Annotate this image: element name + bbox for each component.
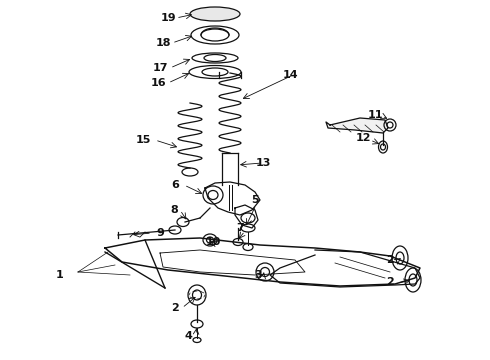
Text: 2: 2 <box>171 303 179 313</box>
Text: 9: 9 <box>156 228 164 238</box>
Text: 5: 5 <box>251 195 259 205</box>
Text: 1: 1 <box>56 270 64 280</box>
Text: 10: 10 <box>205 237 221 247</box>
Text: 2: 2 <box>386 277 394 287</box>
Text: 14: 14 <box>282 70 298 80</box>
Text: 13: 13 <box>255 158 270 168</box>
Text: 17: 17 <box>152 63 168 73</box>
Text: 8: 8 <box>170 205 178 215</box>
Text: 6: 6 <box>171 180 179 190</box>
Text: 11: 11 <box>367 110 383 120</box>
Text: 15: 15 <box>135 135 151 145</box>
Text: 4: 4 <box>184 331 192 341</box>
Text: 18: 18 <box>155 38 171 48</box>
Polygon shape <box>326 118 388 133</box>
Text: 19: 19 <box>160 13 176 23</box>
Text: 7: 7 <box>236 223 244 233</box>
Text: 2: 2 <box>386 255 394 265</box>
Text: 3: 3 <box>254 270 262 280</box>
Text: 12: 12 <box>355 133 371 143</box>
Ellipse shape <box>190 7 240 21</box>
Text: 16: 16 <box>150 78 166 88</box>
